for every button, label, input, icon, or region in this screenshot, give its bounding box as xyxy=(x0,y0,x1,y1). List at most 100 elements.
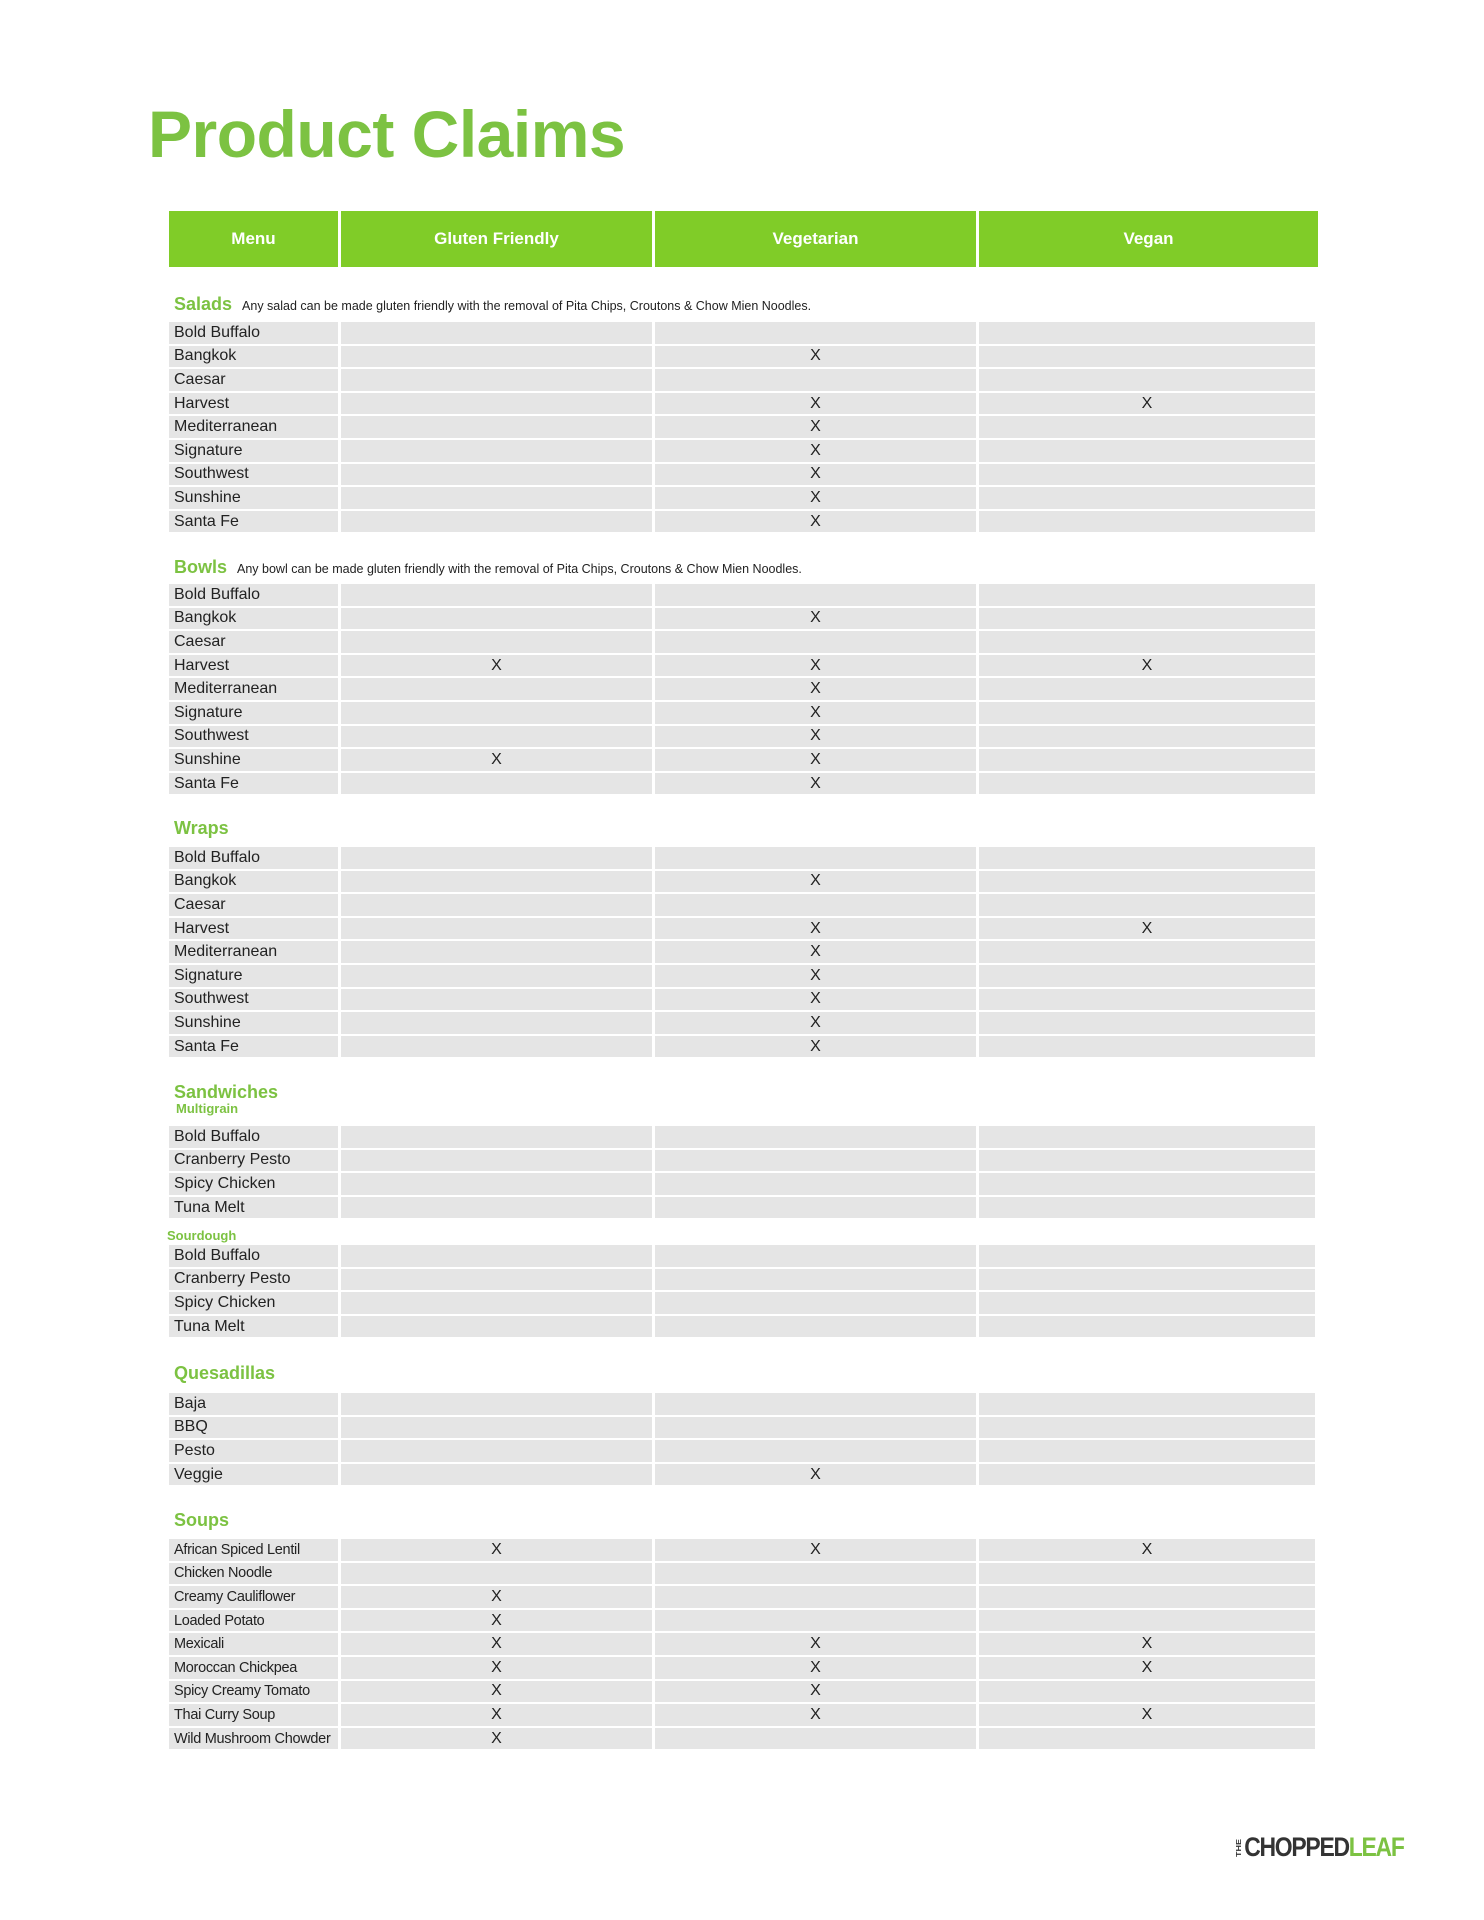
vegetarian-cell: X xyxy=(655,988,976,1011)
vegan-cell xyxy=(979,1196,1315,1219)
vegan-cell: X xyxy=(979,654,1315,677)
vegetarian-cell xyxy=(655,1562,976,1585)
gluten-friendly-cell xyxy=(341,870,652,893)
vegan-cell xyxy=(979,1173,1315,1195)
vegetarian-cell: X xyxy=(655,392,976,415)
column-header-vegan: Vegan xyxy=(979,211,1318,267)
table-quesadillas: Baja BBQ Pesto Veggie X xyxy=(169,1393,1318,1487)
vegan-cell xyxy=(979,1393,1315,1415)
vegetarian-cell: X xyxy=(655,678,976,700)
gluten-friendly-cell xyxy=(341,894,652,916)
vegetarian-cell: X xyxy=(655,701,976,724)
page-title: Product Claims xyxy=(148,97,626,171)
table-row: Mexicali X X X xyxy=(169,1633,1318,1655)
table-row: Bangkok X xyxy=(169,345,1318,368)
gluten-friendly-cell: X xyxy=(341,749,652,771)
vegetarian-cell: X xyxy=(655,772,976,795)
vegetarian-cell xyxy=(655,894,976,916)
menu-item-cell: Signature xyxy=(169,701,338,724)
vegan-cell xyxy=(979,631,1315,653)
table-row: Bangkok X xyxy=(169,607,1318,630)
table-row: Bold Buffalo xyxy=(169,322,1318,344)
vegan-cell xyxy=(979,1126,1315,1148)
vegetarian-cell xyxy=(655,1440,976,1462)
table-row: Harvest X X xyxy=(169,392,1318,415)
menu-item-cell: Bold Buffalo xyxy=(169,1245,338,1267)
vegan-cell xyxy=(979,964,1315,987)
vegan-cell xyxy=(979,894,1315,916)
vegetarian-cell: X xyxy=(655,345,976,368)
vegetarian-cell: X xyxy=(655,1463,976,1486)
table-row: Bangkok X xyxy=(169,870,1318,893)
menu-item-cell: BBQ xyxy=(169,1416,338,1439)
menu-item-cell: Veggie xyxy=(169,1463,338,1486)
vegetarian-cell: X xyxy=(655,439,976,462)
gluten-friendly-cell xyxy=(341,369,652,391)
vegan-cell xyxy=(979,988,1315,1011)
menu-item-cell: Baja xyxy=(169,1393,338,1415)
section-subtitle-multigrain: Multigrain xyxy=(176,1101,239,1116)
vegan-cell xyxy=(979,607,1315,630)
gluten-friendly-cell xyxy=(341,964,652,987)
gluten-friendly-cell: X xyxy=(341,1586,652,1608)
menu-item-cell: Signature xyxy=(169,439,338,462)
gluten-friendly-cell xyxy=(341,1245,652,1267)
menu-item-cell: Creamy Cauliflower xyxy=(169,1586,338,1608)
vegetarian-cell xyxy=(655,1586,976,1608)
table-row: Santa Fe X xyxy=(169,1035,1318,1058)
vegetarian-cell: X xyxy=(655,964,976,987)
vegetarian-cell xyxy=(655,1149,976,1172)
table-row: Harvest X X X xyxy=(169,654,1318,677)
gluten-friendly-cell xyxy=(341,1173,652,1195)
vegan-cell xyxy=(979,749,1315,771)
gluten-friendly-cell xyxy=(341,1035,652,1058)
gluten-friendly-cell xyxy=(341,439,652,462)
column-header-menu: Menu xyxy=(169,211,338,267)
gluten-friendly-cell xyxy=(341,607,652,630)
table-row: Spicy Chicken xyxy=(169,1173,1318,1195)
table-row: Spicy Chicken xyxy=(169,1292,1318,1314)
vegetarian-cell xyxy=(655,1268,976,1291)
section-title-text: Salads xyxy=(174,294,233,314)
gluten-friendly-cell: X xyxy=(341,1656,652,1679)
menu-item-cell: Tuna Melt xyxy=(169,1315,338,1338)
vegan-cell xyxy=(979,1035,1315,1058)
vegetarian-cell: X xyxy=(655,1680,976,1703)
gluten-friendly-cell xyxy=(341,988,652,1011)
section-title-salads: Salads Any salad can be made gluten frien… xyxy=(174,294,811,315)
table-bowls: Bold Buffalo Bangkok X Caesar Harvest X X X Medi… xyxy=(169,584,1318,796)
vegan-cell xyxy=(979,487,1315,509)
table-row: Sunshine X xyxy=(169,487,1318,509)
menu-item-cell: Loaded Potato xyxy=(169,1609,338,1632)
table-row: Chicken Noodle xyxy=(169,1562,1318,1585)
vegan-cell xyxy=(979,439,1315,462)
vegetarian-cell: X xyxy=(655,870,976,893)
table-row: Cranberry Pesto xyxy=(169,1149,1318,1172)
menu-item-cell: Harvest xyxy=(169,392,338,415)
gluten-friendly-cell xyxy=(341,1196,652,1219)
gluten-friendly-cell: X xyxy=(341,1704,652,1726)
gluten-friendly-cell: X xyxy=(341,1633,652,1655)
gluten-friendly-cell xyxy=(341,1126,652,1148)
vegetarian-cell: X xyxy=(655,1012,976,1034)
gluten-friendly-cell xyxy=(341,1315,652,1338)
menu-item-cell: Southwest xyxy=(169,463,338,486)
gluten-friendly-cell: X xyxy=(341,1539,652,1561)
table-row: Southwest X xyxy=(169,725,1318,748)
vegetarian-cell xyxy=(655,631,976,653)
table-row: Tuna Melt xyxy=(169,1196,1318,1219)
gluten-friendly-cell xyxy=(341,1268,652,1291)
vegan-cell xyxy=(979,1562,1315,1585)
vegetarian-cell xyxy=(655,1173,976,1195)
gluten-friendly-cell xyxy=(341,1292,652,1314)
menu-item-cell: Mexicali xyxy=(169,1633,338,1655)
section-title-bowls: Bowls Any bowl can be made gluten friendl… xyxy=(174,557,802,578)
vegan-cell xyxy=(979,369,1315,391)
vegetarian-cell xyxy=(655,1315,976,1338)
table-row: Signature X xyxy=(169,964,1318,987)
vegan-cell xyxy=(979,1463,1315,1486)
vegan-cell: X xyxy=(979,917,1315,940)
section-title-text: Quesadillas xyxy=(174,1363,276,1383)
vegetarian-cell xyxy=(655,847,976,869)
menu-item-cell: Bold Buffalo xyxy=(169,322,338,344)
